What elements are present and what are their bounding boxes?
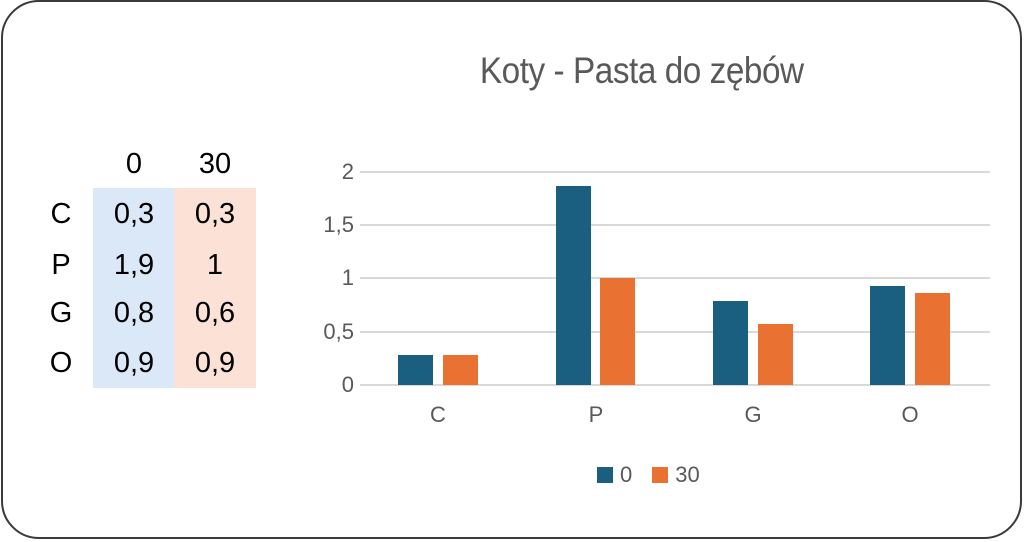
- table-column-0-bg: [93, 188, 174, 388]
- x-tick: P: [588, 402, 604, 427]
- x-axis-line: [360, 384, 990, 386]
- table-cell: 0,8: [113, 297, 155, 329]
- table-row-label: P: [51, 249, 71, 281]
- table-row-label: O: [49, 347, 73, 379]
- legend-swatch-0: [597, 467, 613, 483]
- table-cell: 0,9: [113, 347, 155, 379]
- bar-G-0: [713, 301, 748, 385]
- table-cell: 0,3: [194, 198, 236, 230]
- chart-title: Koty - Pasta do zębów: [479, 50, 804, 91]
- gridline: [360, 331, 990, 333]
- table-row-label: C: [50, 198, 72, 230]
- table-cell: 1,9: [113, 249, 155, 281]
- bar-O-30: [915, 293, 950, 385]
- bar-C-30: [443, 355, 478, 385]
- table-cell: 0,6: [194, 297, 236, 329]
- x-tick: O: [901, 402, 919, 427]
- table-column-30-bg: [174, 188, 256, 388]
- y-tick: 1: [341, 265, 354, 290]
- bar-O-0: [870, 286, 905, 385]
- legend-swatch-30: [652, 467, 669, 483]
- legend-label-0: 0: [620, 462, 633, 487]
- table-row-label: G: [49, 297, 73, 329]
- bar-P-0: [556, 186, 591, 385]
- table-cell: 1: [206, 249, 224, 281]
- y-tick: 0: [341, 372, 354, 397]
- x-tick: G: [744, 402, 762, 427]
- x-tick: C: [430, 402, 446, 427]
- table-cell: 0,3: [113, 198, 155, 230]
- table-header-30: 30: [198, 148, 232, 180]
- gridline: [360, 224, 990, 226]
- table-header-0: 0: [125, 148, 143, 180]
- chart-legend: 0 30: [597, 462, 700, 488]
- bar-C-0: [398, 355, 433, 385]
- table-cell: 0,9: [194, 347, 236, 379]
- gridline: [360, 171, 990, 173]
- y-tick: 0,5: [323, 319, 354, 344]
- bar-P-30: [600, 278, 635, 385]
- legend-label-30: 30: [675, 462, 700, 487]
- gridline: [360, 277, 990, 279]
- y-tick: 2: [341, 159, 354, 184]
- bar-G-30: [758, 324, 793, 385]
- y-tick: 1,5: [323, 212, 354, 237]
